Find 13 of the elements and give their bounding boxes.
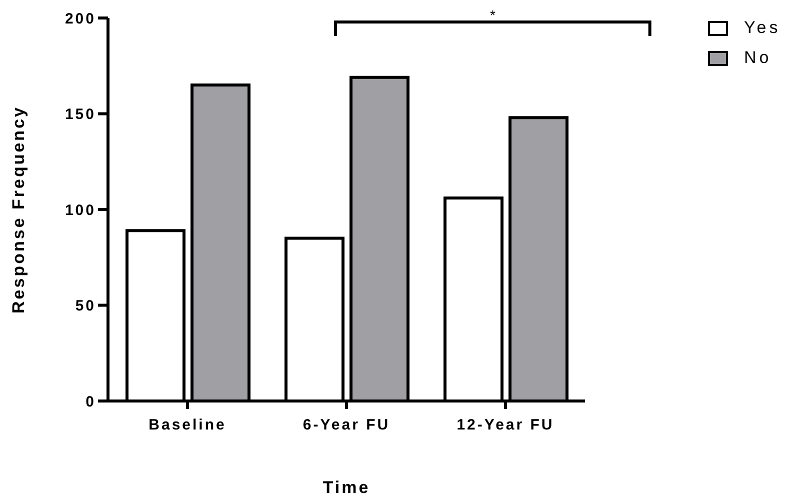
x-tick-label: 6-Year FU (302, 416, 390, 434)
y-tick-label: 50 (75, 298, 96, 315)
x-axis-title: Time (322, 478, 370, 497)
x-tick-label: 12-Year FU (456, 416, 554, 434)
y-tick-label: 150 (64, 106, 96, 124)
legend-label: No (744, 48, 772, 68)
y-tick-label: 100 (64, 202, 96, 219)
y-tick-label: 0 (86, 393, 96, 410)
x-tick-label: Baseline (148, 416, 226, 434)
y-axis-title: Response Frequency (9, 106, 28, 314)
annotation: * (490, 7, 496, 23)
y-tick-label: 200 (64, 10, 96, 28)
legend-label: Yes (744, 18, 781, 38)
